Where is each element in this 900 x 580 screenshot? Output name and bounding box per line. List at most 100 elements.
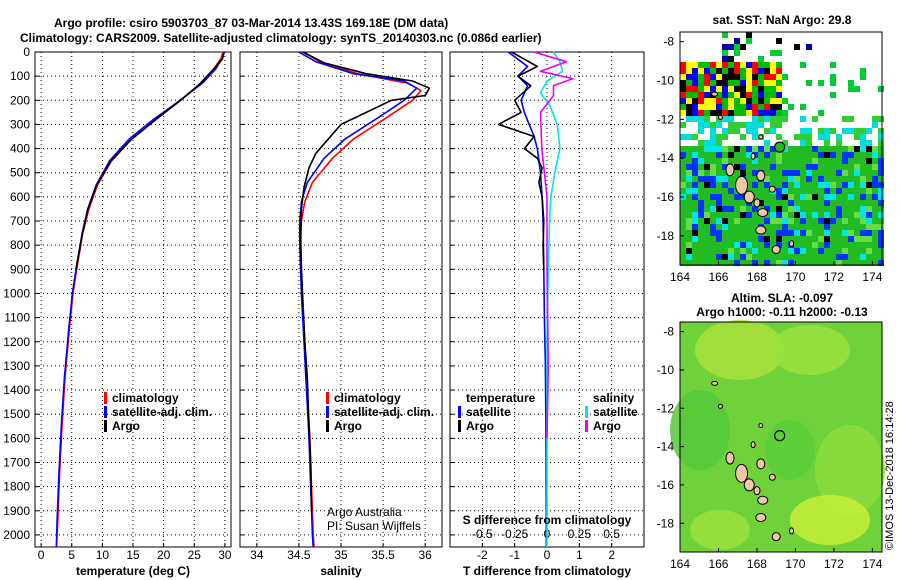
series-line-temperature-argo <box>497 51 545 270</box>
sst-cell <box>866 188 872 194</box>
sst-cell <box>704 164 710 170</box>
sst-cell <box>758 92 764 98</box>
sst-cell <box>686 86 692 92</box>
sst-cell <box>692 260 698 266</box>
sst-cell <box>794 206 800 212</box>
sst-cell <box>764 254 770 260</box>
sst-cell <box>770 212 776 218</box>
sst-cell <box>794 248 800 254</box>
sst-longitude-tick-labels: 164 166 168 170 172 174 <box>670 261 883 284</box>
depth-tick-label: 1900 <box>3 504 30 518</box>
salinity-xlabel: salinity <box>320 564 362 578</box>
sst-cell <box>680 248 686 254</box>
sst-cell <box>794 182 800 188</box>
sst-cell <box>758 86 764 92</box>
sst-cell <box>764 242 770 248</box>
latitude-tick-label: -18 <box>657 229 675 243</box>
sst-cell <box>836 212 842 218</box>
sst-cell <box>686 170 692 176</box>
sst-cell <box>734 212 740 218</box>
sst-cell <box>812 248 818 254</box>
sst-cell <box>782 74 788 80</box>
sst-cell <box>800 158 806 164</box>
longitude-tick-label: 172 <box>824 270 844 284</box>
sst-cell <box>794 158 800 164</box>
sst-cell <box>734 170 740 176</box>
sst-cell <box>764 68 770 74</box>
sst-cell <box>698 104 704 110</box>
sst-cell <box>854 158 860 164</box>
sst-cell <box>680 206 686 212</box>
sst-cell <box>800 62 806 68</box>
sst-cell <box>842 254 848 260</box>
latitude-tick-label: -8 <box>663 325 674 339</box>
sst-cell <box>686 260 692 266</box>
sst-cell <box>758 80 764 86</box>
sst-cell <box>698 62 704 68</box>
sst-cell <box>716 224 722 230</box>
sst-cell <box>692 104 698 110</box>
sst-cell <box>812 254 818 260</box>
sst-cell <box>710 62 716 68</box>
sst-cell <box>860 224 866 230</box>
island-shape <box>717 114 723 120</box>
sst-cell <box>722 68 728 74</box>
sst-cell <box>686 80 692 86</box>
sst-cell <box>692 80 698 86</box>
sst-cell <box>770 224 776 230</box>
sst-cell <box>692 62 698 68</box>
sst-cell <box>842 242 848 248</box>
sst-cell <box>692 152 698 158</box>
sst-cell <box>770 104 776 110</box>
depth-tick-label: 900 <box>10 262 30 276</box>
island-shape <box>743 190 755 204</box>
sst-cell <box>704 62 710 68</box>
sst-cell <box>692 68 698 74</box>
sst-cell <box>722 116 728 122</box>
sst-cell <box>692 176 698 182</box>
sst-cell <box>758 62 764 68</box>
sst-cell <box>710 152 716 158</box>
sst-cell <box>710 122 716 128</box>
sst-cell <box>818 146 824 152</box>
sst-cell <box>716 140 722 146</box>
sla-map-title-line1: Altim. SLA: -0.097 <box>731 291 833 305</box>
sst-cell <box>854 206 860 212</box>
sst-cell <box>686 62 692 68</box>
sst-cell <box>788 170 794 176</box>
sst-cell <box>830 80 836 86</box>
sst-cell <box>878 212 884 218</box>
sst-cell <box>680 86 686 92</box>
sst-cell <box>680 182 686 188</box>
sst-cell <box>794 164 800 170</box>
sst-cell <box>794 176 800 182</box>
sst-cell <box>692 110 698 116</box>
sst-cell <box>812 188 818 194</box>
salinity-panel: 34 34.5 35 35.5 36 salinity climatology sate… <box>239 51 443 578</box>
sst-cell <box>860 194 866 200</box>
sst-cell <box>692 164 698 170</box>
sst-cell <box>716 230 722 236</box>
sst-cell <box>692 92 698 98</box>
sst-cell <box>728 68 734 74</box>
sst-cell <box>734 242 740 248</box>
sst-cell <box>710 218 716 224</box>
sst-cell <box>776 254 782 260</box>
sst-cell <box>854 236 860 242</box>
sst-cell <box>872 218 878 224</box>
sst-cell <box>752 230 758 236</box>
sst-cell <box>836 134 842 140</box>
longitude-tick-label: 168 <box>747 557 767 571</box>
sst-cell <box>734 248 740 254</box>
sst-cell <box>806 158 812 164</box>
sst-cell <box>734 224 740 230</box>
sst-cell <box>770 194 776 200</box>
sst-cell <box>776 104 782 110</box>
sst-cell <box>686 158 692 164</box>
sst-cell <box>878 230 884 236</box>
argo-location-marker <box>774 141 786 153</box>
sst-cell <box>848 212 854 218</box>
sst-cell <box>752 74 758 80</box>
sst-cell <box>710 176 716 182</box>
sst-cell <box>698 230 704 236</box>
